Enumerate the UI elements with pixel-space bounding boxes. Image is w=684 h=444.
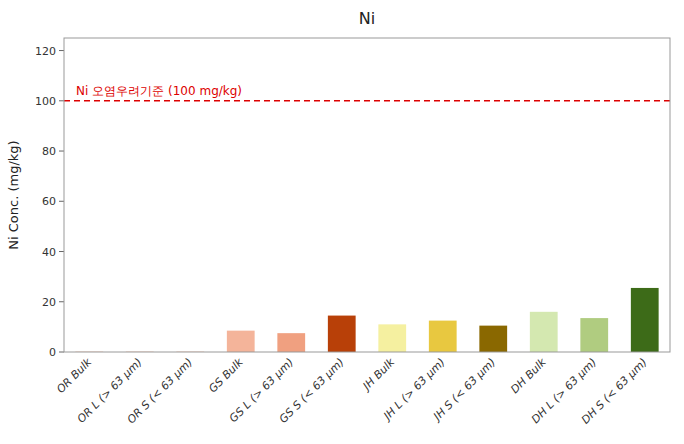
x-tick-label: DH S (< 63 μm) xyxy=(579,356,650,427)
y-tick xyxy=(59,50,64,51)
y-tick xyxy=(59,352,64,353)
reference-lines xyxy=(64,100,670,101)
y-tick-label: 60 xyxy=(42,195,56,208)
plot-frame xyxy=(64,38,670,352)
y-tick-label: 100 xyxy=(35,95,56,108)
title: Ni xyxy=(359,9,375,28)
x-tick-label: JH S (< 63 μm) xyxy=(430,356,499,425)
bar xyxy=(227,331,255,352)
y-axis: 0 20 40 60 80 100 120 xyxy=(35,45,64,359)
y-tick-label: 20 xyxy=(42,296,56,309)
bar xyxy=(328,316,356,352)
chart: Ni 0 20 40 60 80 100 120 Ni Conc. (mg/kg) Ni 오염우려… xyxy=(0,0,684,444)
bar xyxy=(530,312,558,352)
y-tick xyxy=(59,151,64,152)
y-tick xyxy=(59,301,64,302)
y-tick-label: 120 xyxy=(35,45,56,58)
bars xyxy=(75,288,658,352)
x-tick-label: OR Bulk xyxy=(54,355,95,396)
y-tick-label: 40 xyxy=(42,246,56,259)
reference-label: Ni 오염우려기준 (100 mg/kg) xyxy=(76,84,242,98)
bar xyxy=(580,318,608,352)
x-tick-label: JH Bulk xyxy=(359,355,398,394)
y-label: Ni Conc. (mg/kg) xyxy=(6,140,21,249)
bar xyxy=(479,326,507,352)
reference-line xyxy=(64,100,670,102)
x-tick-label: OR S (< 63 μm) xyxy=(125,356,196,427)
bar xyxy=(277,333,305,352)
y-tick-label: 80 xyxy=(42,145,56,158)
y-tick-label: 0 xyxy=(49,346,56,359)
y-tick xyxy=(59,251,64,252)
y-tick xyxy=(59,201,64,202)
bar xyxy=(631,288,659,352)
x-axis: OR BulkOR L (> 63 μm)OR S (< 63 μm)GS Bu… xyxy=(54,355,650,426)
x-tick-label: GS Bulk xyxy=(206,355,246,395)
annotations: Ni 오염우려기준 (100 mg/kg) xyxy=(76,84,242,98)
x-tick-label: GS S (< 63 μm) xyxy=(277,356,347,426)
bar xyxy=(429,321,457,352)
y-tick xyxy=(59,100,64,101)
x-tick-label: DH Bulk xyxy=(508,355,549,396)
bar xyxy=(378,324,406,352)
